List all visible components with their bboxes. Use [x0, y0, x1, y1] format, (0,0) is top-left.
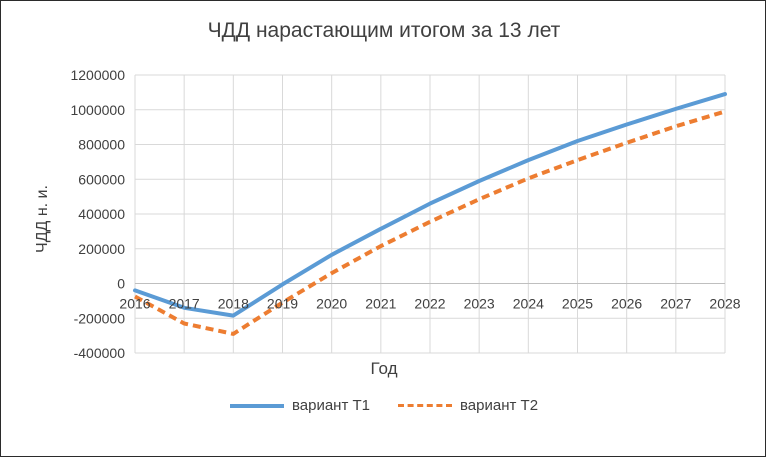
y-tick-label: -200000	[74, 310, 126, 326]
y-tick-label: 800000	[78, 137, 125, 153]
y-tick-label: -400000	[74, 345, 126, 361]
legend-label-t2: вариант Т2	[460, 397, 539, 414]
x-tick-label: 2021	[365, 296, 396, 312]
y-tick-label: 400000	[78, 206, 125, 222]
legend: вариант Т1 вариант Т2	[1, 397, 765, 414]
x-tick-label: 2016	[119, 296, 150, 312]
series-layer	[133, 92, 727, 336]
y-tick-label: 1000000	[70, 102, 125, 118]
x-tick-label: 2023	[464, 296, 495, 312]
series-line-2	[134, 109, 726, 336]
legend-item-t1: вариант Т1	[229, 397, 370, 414]
x-tick-label: 2026	[611, 296, 642, 312]
y-axis-label: ЧДД н. и.	[34, 185, 51, 253]
y-tick-label: 0	[117, 276, 125, 292]
chart-title: ЧДД нарастающим итогом за 13 лет	[207, 19, 561, 42]
x-tick-label: 2027	[660, 296, 691, 312]
y-tick-labels: -400000 -200000 0 200000 400000 600000 800000 1…	[70, 67, 125, 361]
x-tick-label: 2020	[316, 296, 347, 312]
legend-label-t1: вариант Т1	[291, 397, 370, 414]
x-tick-label: 2019	[267, 296, 298, 312]
legend-swatch-t2	[398, 404, 452, 407]
x-tick-label: 2022	[414, 296, 445, 312]
legend-swatch-t1	[229, 403, 284, 408]
legend-item-t2: вариант Т2	[398, 397, 538, 414]
series-line-1	[133, 92, 727, 318]
x-tick-label: 2017	[169, 296, 200, 312]
x-tick-label: 2024	[513, 296, 544, 312]
x-tick-label: 2025	[562, 296, 593, 312]
x-tick-label: 2018	[218, 296, 249, 312]
x-axis-label: Год	[370, 359, 398, 378]
y-tick-label: 600000	[78, 171, 125, 187]
x-tick-labels: 2016 2017 2018 2019 2020 2021 2022 2023 2024 2025…	[119, 296, 740, 312]
y-tick-label: 1200000	[70, 67, 125, 83]
y-tick-label: 200000	[78, 241, 125, 257]
x-tick-label: 2028	[709, 296, 740, 312]
